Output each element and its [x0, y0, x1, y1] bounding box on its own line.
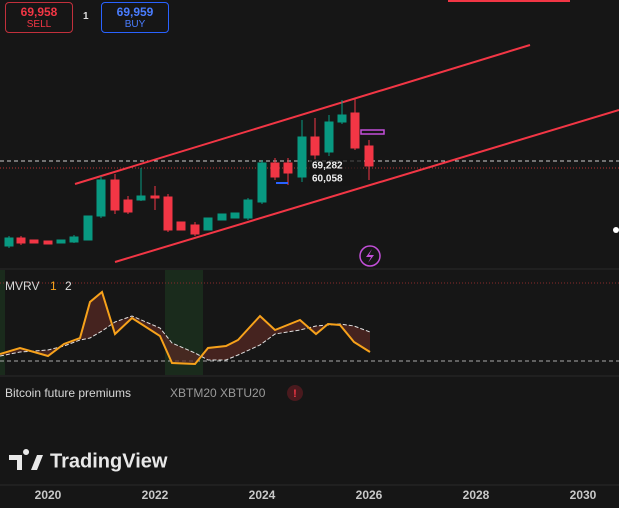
x-axis-label: 2026: [356, 488, 383, 502]
candles: [4, 98, 374, 248]
sell-label: SELL: [26, 19, 52, 30]
logo-text: TradingView: [50, 450, 168, 472]
mvrv-fill: [0, 292, 370, 364]
flash-bolt: [366, 249, 374, 263]
warning-icon[interactable]: [287, 385, 303, 401]
x-axis-label: 2030: [570, 488, 597, 502]
indicator-param: 1: [50, 279, 57, 293]
channel-upper: [74, 44, 531, 185]
mvrv-line-2: [0, 315, 371, 361]
channel-lower: [114, 109, 619, 263]
highlight-band: [0, 270, 5, 375]
sell-button[interactable]: 69,958 SELL: [5, 2, 73, 33]
x-axis-label: 2024: [249, 488, 276, 502]
logo-icon: [9, 449, 43, 470]
buy-label: BUY: [124, 19, 146, 30]
label-bg: [309, 159, 361, 186]
indicator-param: 2: [65, 279, 72, 293]
indicator-name: MVRV: [5, 279, 39, 293]
sell-price: 69,958: [20, 5, 58, 19]
price-label: 69,282: [312, 161, 343, 172]
flash-icon[interactable]: [359, 245, 381, 267]
x-axis-label: 2028: [463, 488, 490, 502]
x-axis-label: 2022: [142, 488, 169, 502]
price-label: 60,058: [312, 174, 343, 185]
indicator-param: XBTM20 XBTU20: [170, 386, 266, 400]
quantity[interactable]: 1: [83, 11, 89, 22]
scroll-dot[interactable]: [613, 227, 619, 233]
warning-text: !: [293, 388, 297, 400]
x-axis: 2020 2022 2024 2026 2028 2030: [35, 488, 597, 502]
buy-button[interactable]: 69,959 BUY: [101, 2, 169, 33]
x-axis-label: 2020: [35, 488, 62, 502]
buy-price: 69,959: [116, 5, 154, 19]
top-marker: [448, 0, 570, 2]
indicator-name: Bitcoin future premiums: [5, 386, 131, 400]
purple-box: [360, 129, 385, 135]
mvrv-line-1: [0, 290, 371, 366]
